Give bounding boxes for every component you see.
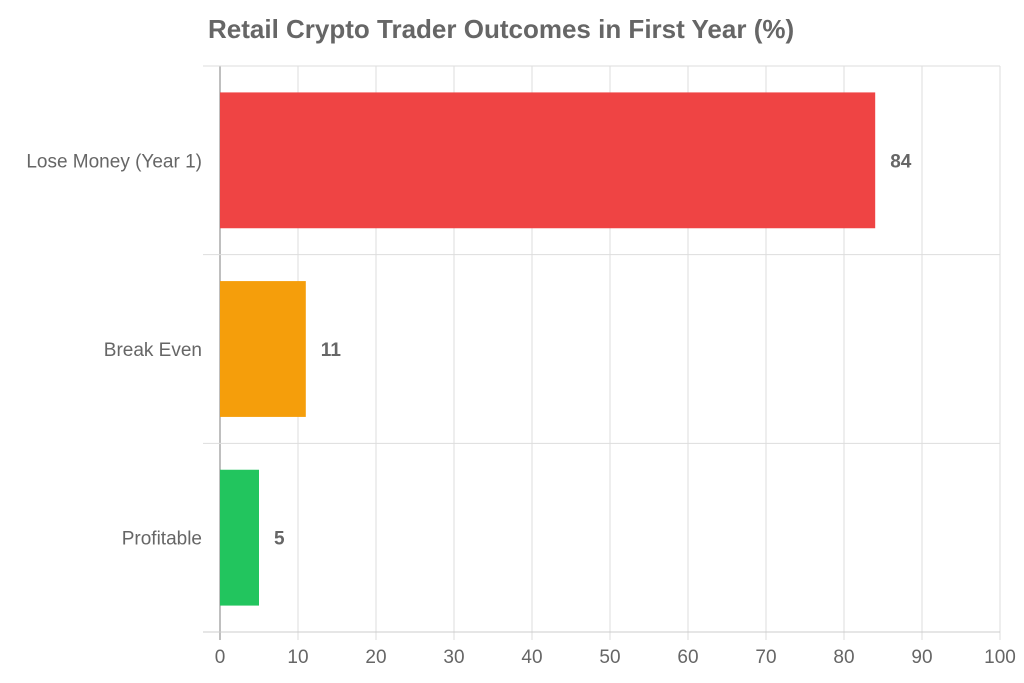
data-label: 5 xyxy=(274,529,285,550)
x-tick-label: 60 xyxy=(677,647,698,668)
x-tick-label: 100 xyxy=(984,647,1016,668)
chart-title: Retail Crypto Trader Outcomes in First Y… xyxy=(208,14,795,44)
x-tick-label: 10 xyxy=(287,647,308,668)
data-label: 11 xyxy=(321,340,342,361)
bar-lose-money-year-1 xyxy=(220,92,876,229)
x-tick-label: 50 xyxy=(599,647,620,668)
y-tick-label: Break Even xyxy=(104,340,202,361)
x-tick-label: 70 xyxy=(755,647,776,668)
x-tick-label: 80 xyxy=(833,647,854,668)
bar-break-even xyxy=(220,281,306,417)
x-tick-label: 30 xyxy=(443,647,464,668)
x-tick-label: 20 xyxy=(365,647,386,668)
x-tick-label: 90 xyxy=(911,647,932,668)
bar-profitable xyxy=(220,469,259,606)
y-tick-label: Profitable xyxy=(122,529,202,550)
x-tick-label: 0 xyxy=(215,647,226,668)
x-tick-label: 40 xyxy=(521,647,542,668)
data-label: 84 xyxy=(890,151,912,172)
y-tick-label: Lose Money (Year 1) xyxy=(26,151,202,172)
